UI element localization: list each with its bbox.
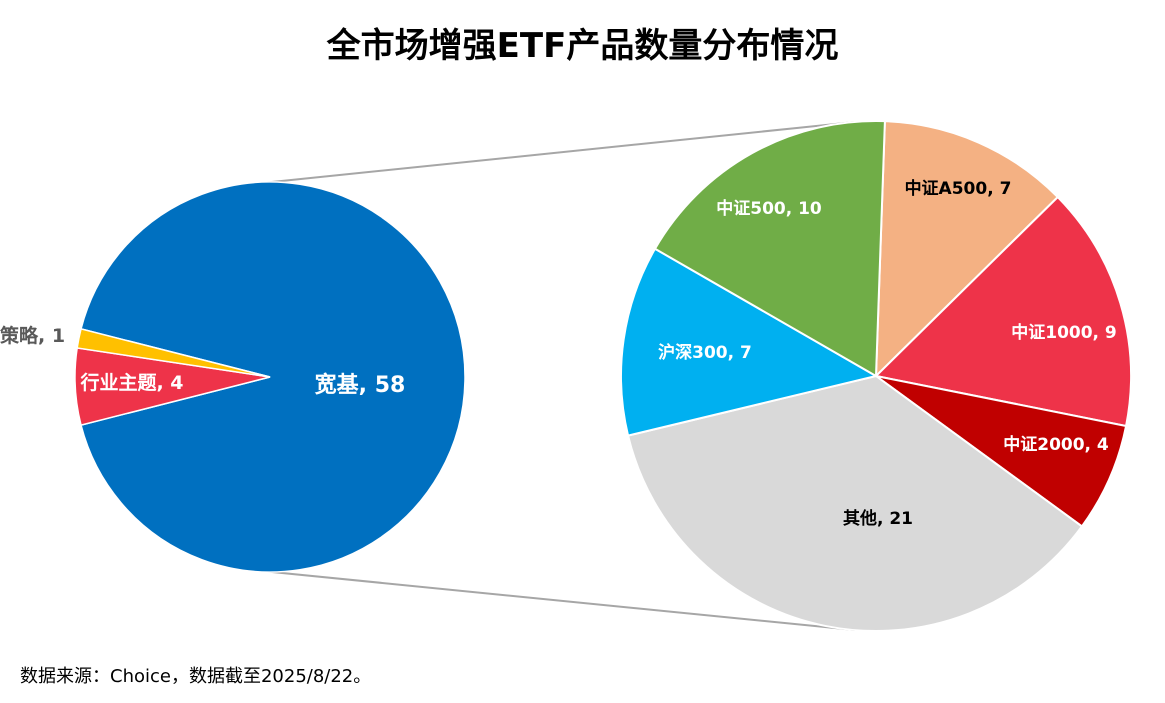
sub-slice-label-沪深300: 沪深300, 7: [658, 342, 752, 363]
main-slice-label-策略: 策略, 1: [0, 324, 65, 347]
breakdown-pie: [620, 120, 1132, 632]
main-slice-宽基: [80, 181, 466, 573]
chart-title: 全市场增强ETF产品数量分布情况: [326, 26, 839, 66]
sub-slice-label-中证500: 中证500, 10: [716, 198, 822, 219]
sub-slice-中证1000: [873, 195, 1132, 428]
sub-slice-中证2000: [875, 375, 1128, 528]
sub-slice-label-中证a500: 中证A500, 7: [905, 178, 1012, 199]
source-note: 数据来源：Choice，数据截至2025/8/22。: [20, 666, 372, 687]
sub-slice-中证500: [653, 120, 886, 378]
connector-line-top: [261, 121, 856, 184]
connector-line-bottom: [261, 570, 856, 631]
main-slice-label-行业主题: 行业主题, 4: [79, 371, 183, 394]
connector-lines: [261, 121, 856, 631]
main-pie: [74, 181, 466, 573]
sub-slice-其他: [626, 374, 1084, 632]
main-slice-label-宽基: 宽基, 58: [315, 372, 406, 398]
slice-labels: 宽基, 58 行业主题, 4 策略, 1 中证A500, 7 中证1000, 9 中证20…: [0, 178, 1117, 529]
sub-slice-label-中证2000: 中证2000, 4: [1003, 434, 1109, 455]
sub-slice-沪深300: [620, 247, 879, 437]
main-slice-策略: [76, 327, 271, 378]
sub-slice-label-其他: 其他, 21: [843, 508, 913, 529]
sub-slice-中证a500: [874, 120, 1060, 379]
sub-slice-label-中证1000: 中证1000, 9: [1011, 322, 1117, 343]
